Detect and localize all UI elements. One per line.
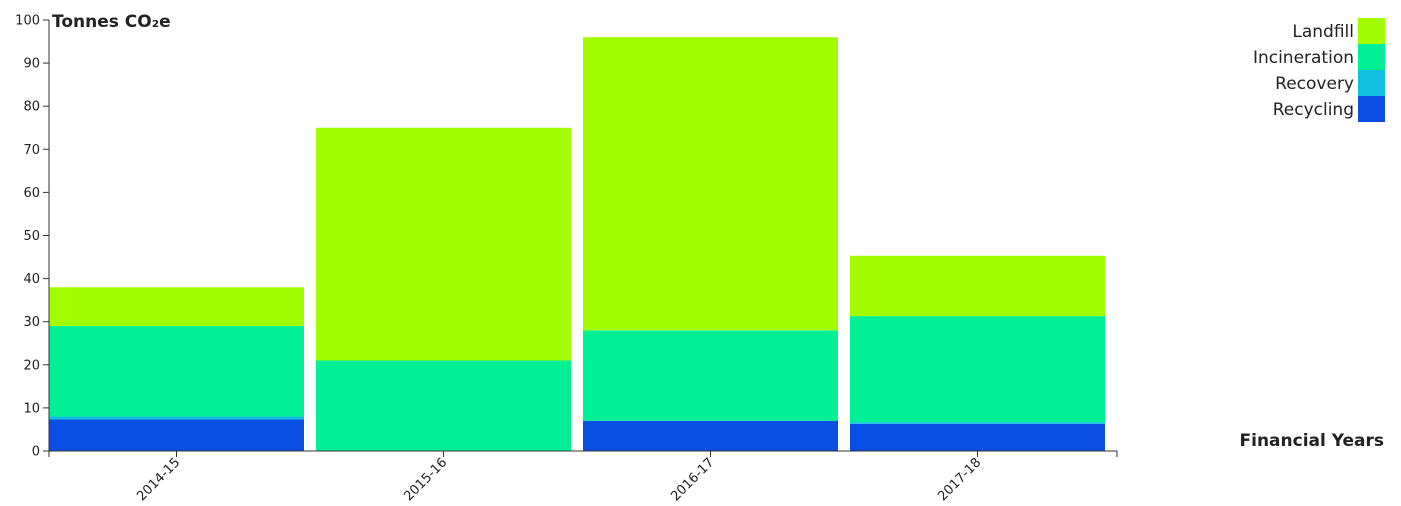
bar-segment-2017-18-recovery <box>850 422 1105 424</box>
y-tick-label: 60 <box>23 186 40 201</box>
legend-label-incineration: Incineration <box>1253 48 1354 68</box>
y-tick-label: 20 <box>23 358 40 373</box>
y-tick-label: 50 <box>23 229 40 244</box>
bar-segment-2017-18-incineration <box>850 316 1105 423</box>
y-tick-label: 10 <box>23 401 40 416</box>
y-tick-label: 40 <box>23 272 40 287</box>
bars-layer <box>49 37 1105 451</box>
x-axis: 2014-15 2015-16 2016-17 2017-18 <box>48 450 1118 504</box>
bar-segment-2017-18-landfill <box>850 255 1105 317</box>
y-axis-title: Tonnes CO₂e <box>52 12 171 32</box>
bar-segment-2015-16-incineration <box>316 360 571 451</box>
y-tick-label: 0 <box>32 445 40 460</box>
legend-swatch-incineration <box>1358 44 1385 70</box>
y-tick-label: 80 <box>23 100 40 115</box>
bar-segment-2014-15-landfill <box>49 287 304 327</box>
x-axis-title: Financial Years <box>1240 431 1385 451</box>
x-tick-label: 2016-17 <box>668 455 717 504</box>
legend-swatch-landfill <box>1358 18 1385 44</box>
legend-swatch-recovery <box>1358 70 1385 96</box>
legend-swatch-recycling <box>1358 96 1385 122</box>
legend: Landfill Incineration Recovery Recycling <box>1253 18 1385 122</box>
y-tick-label: 30 <box>23 315 40 330</box>
bar-segment-2014-15-recycling <box>49 419 304 451</box>
legend-label-landfill: Landfill <box>1292 22 1354 42</box>
bar-segment-2017-18-recycling <box>850 423 1105 451</box>
legend-label-recovery: Recovery <box>1275 74 1354 94</box>
x-tick-label: 2014-15 <box>134 455 183 504</box>
bar-segment-2016-17-incineration <box>583 330 838 421</box>
bar-segment-2014-15-recovery <box>49 416 304 420</box>
bar-segment-2014-15-incineration <box>49 326 304 417</box>
y-axis: 0 10 20 30 40 50 60 70 80 90 100 <box>15 14 50 460</box>
y-tick-label: 90 <box>23 57 40 72</box>
x-tick-label: 2017-18 <box>935 455 984 504</box>
x-tick-label: 2015-16 <box>401 455 450 504</box>
bar-segment-2016-17-recycling <box>583 420 838 451</box>
legend-label-recycling: Recycling <box>1273 100 1354 120</box>
y-tick-label: 100 <box>15 14 40 29</box>
bar-segment-2015-16-landfill <box>316 127 571 361</box>
y-tick-label: 70 <box>23 143 40 158</box>
bar-segment-2016-17-landfill <box>583 37 838 331</box>
